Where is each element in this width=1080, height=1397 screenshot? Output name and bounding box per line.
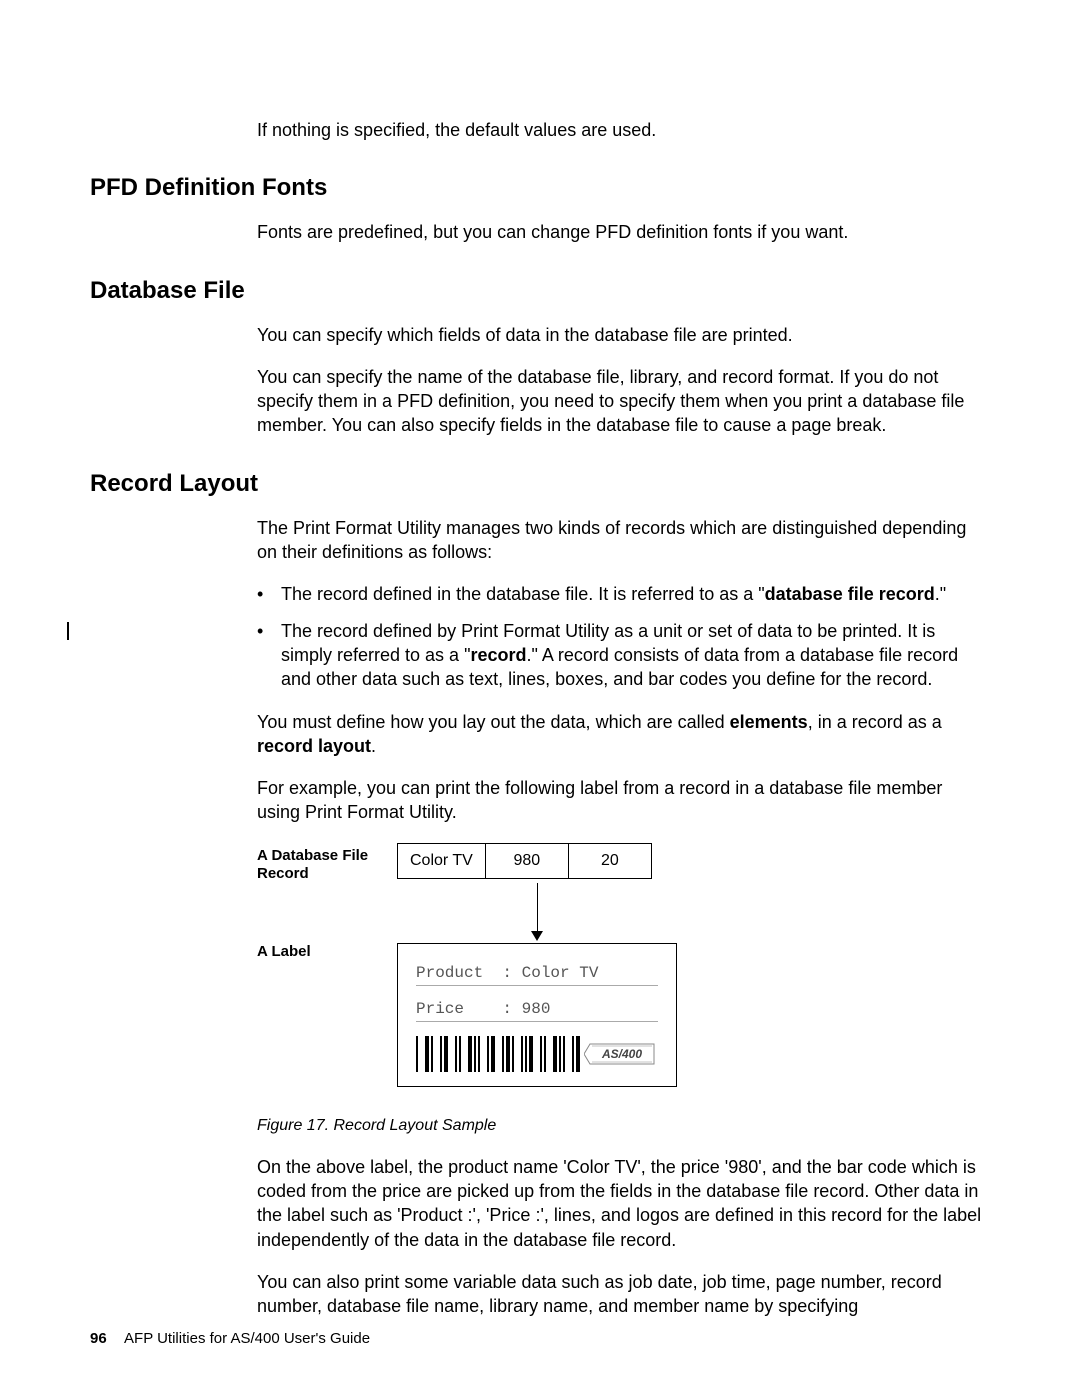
- reclayout-body2: You must define how you lay out the data…: [257, 710, 990, 759]
- dbfile-body1: You can specify which fields of data in …: [257, 323, 990, 347]
- product-value: : Color TV: [502, 964, 598, 982]
- bullet-text-2: The record defined by Print Format Utili…: [281, 619, 990, 692]
- rb2-b1: elements: [730, 712, 808, 732]
- b1-pre: The record defined in the database file.…: [281, 584, 765, 604]
- b2-bold: record: [470, 645, 526, 665]
- figure-caption: Figure 17. Record Layout Sample: [257, 1117, 990, 1135]
- heading-pfd-fonts: PFD Definition Fonts: [90, 174, 990, 202]
- figure-record-layout: A Database File Record Color TV 980 20 A…: [257, 843, 990, 1087]
- db-cell: 20: [569, 844, 651, 878]
- bullet-item-1: • The record defined in the database fil…: [257, 582, 990, 606]
- label-row: A Label Product : Color TV Price : 980: [257, 943, 990, 1087]
- b1-post: .": [935, 584, 946, 604]
- rb2-mid: , in a record as a: [808, 712, 942, 732]
- label-bottom-row: AS/400: [416, 1036, 658, 1072]
- page-footer: 96 AFP Utilities for AS/400 User's Guide: [90, 1330, 370, 1347]
- change-bar-icon: [67, 622, 69, 640]
- rb2-post: .: [371, 736, 376, 756]
- pfd-body: Fonts are predefined, but you can change…: [257, 220, 990, 244]
- db-record-table: Color TV 980 20: [397, 843, 652, 879]
- page-number: 96: [90, 1330, 107, 1347]
- a-label-text: A Label: [257, 943, 397, 961]
- heading-record-layout: Record Layout: [90, 470, 990, 498]
- as400-logo-icon: AS/400: [584, 1041, 658, 1067]
- bullet-text-1: The record defined in the database file.…: [281, 582, 990, 606]
- arrow-down-icon: [397, 883, 677, 943]
- b1-bold: database file record: [765, 584, 935, 604]
- product-key: Product: [416, 964, 483, 982]
- label-product-line: Product : Color TV: [416, 964, 658, 986]
- rb2-b2: record layout: [257, 736, 371, 756]
- bullet-dot-icon: •: [257, 582, 281, 606]
- rb2-pre: You must define how you lay out the data…: [257, 712, 730, 732]
- reclayout-body4: On the above label, the product name 'Co…: [257, 1155, 990, 1252]
- label-box: Product : Color TV Price : 980 A: [397, 943, 677, 1087]
- reclayout-body1: The Print Format Utility manages two kin…: [257, 516, 990, 565]
- reclayout-body5: You can also print some variable data su…: [257, 1270, 990, 1319]
- page: If nothing is specified, the default val…: [0, 0, 1080, 1397]
- bullet-item-2: • The record defined by Print Format Uti…: [257, 619, 990, 692]
- price-key: Price: [416, 1000, 464, 1018]
- dbfile-body2: You can specify the name of the database…: [257, 365, 990, 438]
- reclayout-body3: For example, you can print the following…: [257, 776, 990, 825]
- svg-text:AS/400: AS/400: [601, 1047, 642, 1061]
- heading-database-file: Database File: [90, 277, 990, 305]
- db-record-label: A Database File Record: [257, 843, 397, 883]
- intro-paragraph: If nothing is specified, the default val…: [257, 118, 990, 142]
- bullet-list: • The record defined in the database fil…: [257, 582, 990, 691]
- barcode-icon: [416, 1036, 580, 1072]
- db-record-row: A Database File Record Color TV 980 20: [257, 843, 990, 883]
- db-cell: Color TV: [398, 844, 486, 878]
- db-cell: 980: [486, 844, 569, 878]
- footer-title: AFP Utilities for AS/400 User's Guide: [124, 1330, 370, 1347]
- price-value: : 980: [502, 1000, 550, 1018]
- label-price-line: Price : 980: [416, 1000, 658, 1022]
- bullet-dot-icon: •: [257, 619, 281, 692]
